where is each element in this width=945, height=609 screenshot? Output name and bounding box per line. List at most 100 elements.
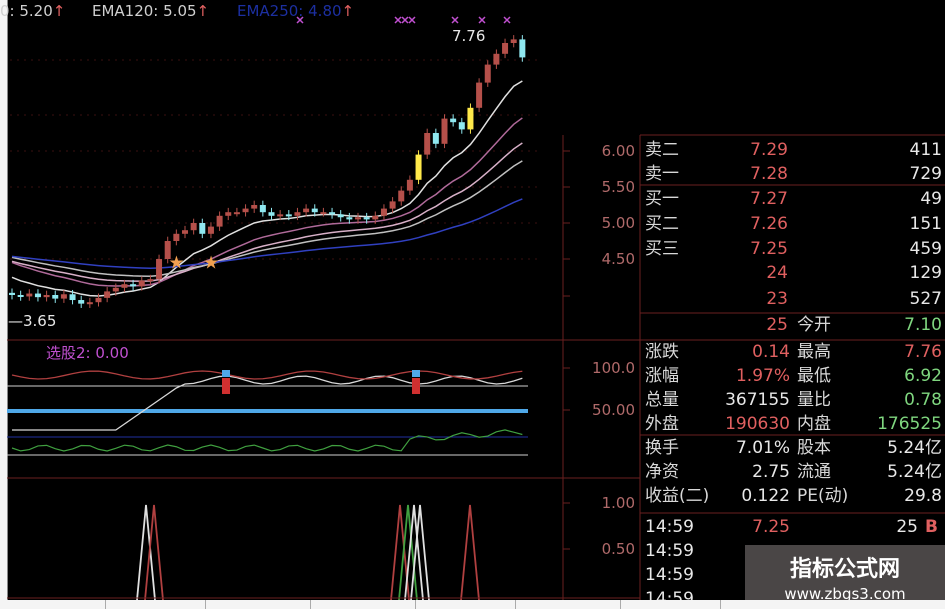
order-volume: 411 — [909, 140, 942, 160]
candle-body — [60, 294, 67, 299]
candle-body — [34, 293, 41, 298]
indicator-axis-label: 100.0 — [592, 359, 635, 377]
candle-body — [259, 205, 266, 213]
candle-body — [190, 223, 197, 231]
legend-ma: 0: 5.20↑ — [0, 2, 66, 20]
signal-cross-icon — [296, 16, 304, 24]
candle-body — [182, 230, 188, 234]
candle-body — [277, 214, 284, 217]
candle-body — [458, 122, 465, 130]
signal-spike — [410, 504, 430, 601]
signal-spike — [144, 504, 164, 601]
fundamental-value: 29.8 — [904, 486, 942, 506]
signal-marker-red — [412, 378, 420, 394]
order-level-label: 买二 — [645, 214, 679, 234]
order-volume: 729 — [909, 164, 942, 184]
left-margin — [0, 0, 8, 609]
signal-spike — [390, 504, 410, 601]
candle-body — [225, 212, 232, 216]
candle-body — [199, 223, 206, 234]
watermark-title: 指标公式网 — [789, 557, 900, 582]
candle-body — [268, 212, 275, 216]
bottom-margin — [0, 600, 945, 609]
moving-average-line — [11, 80, 523, 297]
signal-marker-red — [222, 378, 230, 394]
order-level-label: 卖二 — [645, 140, 679, 160]
signal-cross-icon — [408, 16, 416, 24]
stat-value: 0.78 — [904, 390, 942, 410]
candle-body — [86, 302, 93, 305]
candle-body — [147, 279, 154, 282]
candle-body — [43, 295, 50, 298]
tick-time: 14:59 — [645, 541, 694, 561]
stat-label: 内盘 — [797, 414, 831, 434]
candle-body — [493, 53, 500, 65]
stat-value: 1.97% — [735, 366, 790, 386]
candle-body — [484, 64, 491, 83]
price-axis-label: 5.00 — [601, 214, 635, 232]
candle-body — [164, 241, 171, 259]
candle-body — [355, 217, 361, 220]
candle-body — [294, 212, 301, 216]
order-level-label: 卖一 — [645, 164, 679, 184]
order-level-label: 买三 — [645, 239, 679, 259]
low-price-label: —3.65 — [8, 312, 57, 330]
candle-body — [78, 300, 85, 304]
stat-label: 涨跌 — [645, 342, 679, 362]
moving-average-line — [11, 198, 523, 270]
fundamental-label: 换手 — [645, 438, 679, 458]
candle-body — [216, 215, 223, 227]
stat-value: 0.14 — [752, 342, 790, 362]
order-volume: 129 — [909, 263, 942, 283]
candle-body — [415, 154, 422, 180]
candle-body — [242, 208, 249, 213]
moving-average-line — [11, 142, 523, 282]
stat-label: 外盘 — [645, 414, 679, 434]
candle-body — [389, 201, 396, 209]
stat-label: 最高 — [797, 342, 831, 362]
stat-label: 涨幅 — [645, 366, 679, 386]
indicator-axis-label: 50.00 — [592, 401, 635, 419]
order-price: 7.25 — [750, 239, 788, 259]
candle-body — [432, 133, 439, 144]
price-axis-label: 5.50 — [601, 178, 635, 196]
order-level-label: 买一 — [645, 189, 679, 209]
stat-value: 176525 — [877, 414, 942, 434]
candle-body — [346, 217, 353, 220]
order-volume: 527 — [909, 289, 942, 309]
candle-body — [69, 294, 76, 301]
stat-value: 7.76 — [904, 342, 942, 362]
legend-ema120: EMA120: 5.05↑ — [92, 2, 210, 20]
signal-marker-blue — [412, 370, 420, 377]
signal-star-icon: ★ — [203, 253, 219, 274]
candle-body — [112, 287, 119, 292]
order-volume: 151 — [909, 214, 942, 234]
candle-body — [233, 212, 240, 215]
candle-body — [130, 284, 137, 287]
stat-value: 6.92 — [904, 366, 942, 386]
signal-cross-icon — [451, 16, 459, 24]
indicator-line-green — [11, 429, 523, 452]
candle-body — [207, 226, 214, 234]
tick-price: 7.25 — [752, 517, 790, 537]
order-price: 23 — [766, 289, 788, 309]
fundamental-value: 7.01% — [735, 438, 790, 458]
candle-body — [104, 291, 111, 298]
candle-body — [9, 292, 15, 295]
order-price: 7.28 — [750, 164, 788, 184]
candle-body — [510, 39, 517, 43]
open-partial: 25 — [766, 315, 788, 335]
candle-body — [406, 179, 413, 191]
candle-body — [156, 259, 163, 280]
stat-label: 总量 — [645, 390, 679, 410]
tick-time: 14:59 — [645, 517, 694, 537]
signal-spike — [404, 504, 424, 601]
signal-cross-icon — [503, 16, 511, 24]
signal-spike — [460, 504, 480, 601]
order-volume: 49 — [920, 189, 942, 209]
signal-marker-blue — [222, 370, 230, 377]
candle-body — [467, 107, 474, 130]
order-price: 7.29 — [750, 140, 788, 160]
indicator-line-white — [12, 375, 523, 431]
